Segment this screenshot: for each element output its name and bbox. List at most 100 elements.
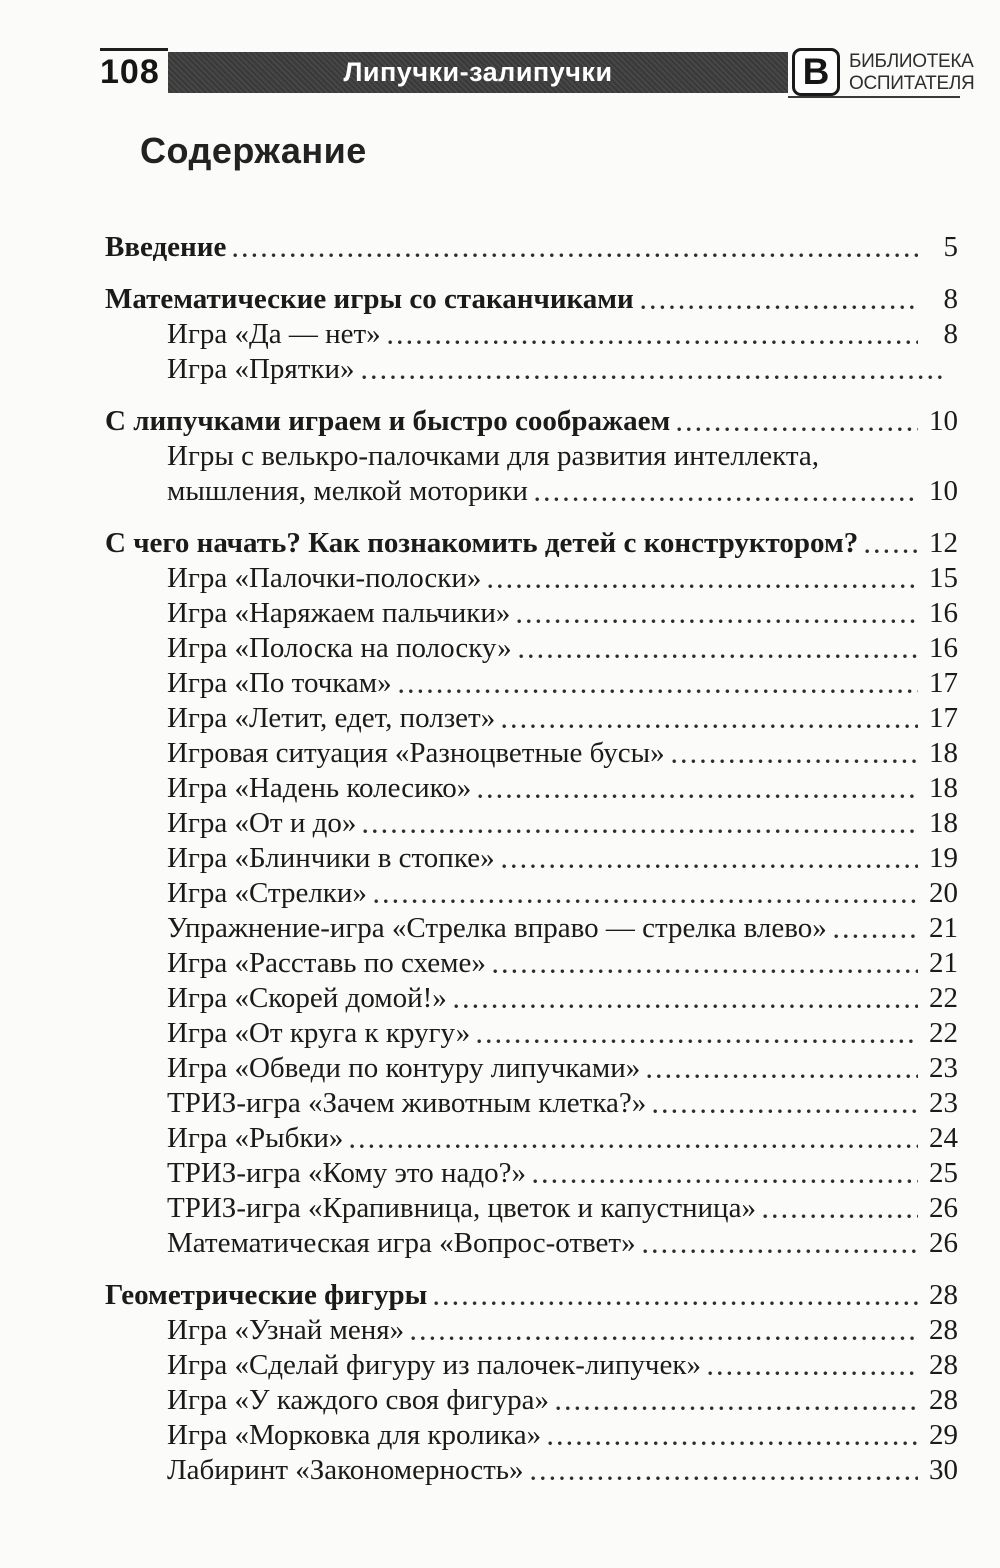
toc-leader-dots (398, 666, 918, 701)
toc-entry-title: ТРИЗ-игра «Кому это надо?» (167, 1157, 526, 1189)
toc-entry-title: Игра «От круга к кругу» (167, 1017, 471, 1049)
toc-row: Игра «Рыбки» 24 (105, 1121, 958, 1156)
logo-underline (788, 96, 960, 98)
toc-page-number: 25 (929, 1157, 958, 1189)
toc-entry-title: Игра «По точкам» (167, 667, 392, 699)
toc-leader-dots (373, 876, 918, 911)
toc-entry-title: Игра «Сделай фигуру из палочек-липучек» (167, 1349, 701, 1381)
toc-page-number: 15 (929, 562, 958, 594)
toc-page-number: 16 (929, 597, 958, 629)
toc-entry-title: Игра «Рыбки» (167, 1122, 344, 1154)
toc-page-number: 10 (929, 405, 958, 437)
toc-leader-dots (762, 1191, 918, 1226)
toc-row: Игра «Летит, едет, ползет» 17 (105, 701, 958, 736)
toc-leader-dots (647, 1051, 918, 1086)
toc-entry-title: Игра «Блинчики в стопке» (167, 842, 495, 874)
toc-row: Игра «Узнай меня» 28 (105, 1313, 958, 1348)
toc-entry-title: Игра «Надень колесико» (167, 772, 472, 804)
toc-row: ТРИЗ-игра «Зачем животным клетка?» 23 (105, 1086, 958, 1121)
toc-leader-dots (478, 771, 918, 806)
toc-leader-dots (411, 1313, 918, 1348)
toc-entry-title: Математическая игра «Вопрос-ответ» (167, 1227, 636, 1259)
toc-page-number: 10 (929, 475, 958, 507)
toc-entry-title: Игра «Узнай меня» (167, 1314, 405, 1346)
toc-entry-title: Игра «Стрелки» (167, 877, 367, 909)
toc-entry-title: Игровая ситуация «Разноцветные бусы» (167, 737, 665, 769)
toc-entry-title: Игра «Палочки-полоски» (167, 562, 482, 594)
page-number-rule (100, 48, 168, 51)
toc-leader-dots (233, 230, 918, 265)
toc-leader-dots (517, 596, 918, 631)
page-number: 108 (100, 53, 160, 91)
toc-entry-title: С чего начать? Как познакомить детей с к… (105, 527, 859, 559)
toc-page-number: 29 (929, 1419, 958, 1451)
toc-leader-dots (677, 404, 918, 439)
toc-page-number: 28 (929, 1314, 958, 1346)
toc-leader-dots (488, 561, 918, 596)
toc-leader-dots (642, 1226, 918, 1261)
toc-row: Игровая ситуация «Разноцветные бусы» 18 (105, 736, 958, 771)
toc-entry-title: мышления, мелкой моторики (167, 475, 528, 507)
toc-row: Игра «Блинчики в стопке» 19 (105, 841, 958, 876)
toc-entry-title: Упражнение-игра «Стрелка вправо — стрелк… (167, 912, 827, 944)
running-head-band: Липучки-залипучки (168, 52, 788, 93)
toc-row: Игра «По точкам» 17 (105, 666, 958, 701)
publisher-logo-letter: В (802, 50, 830, 92)
toc-page-number: 24 (929, 1122, 958, 1154)
toc-leader-dots (477, 1016, 918, 1051)
toc-leader-dots (548, 1418, 918, 1453)
toc-entry-title: Лабиринт «Закономерность» (167, 1454, 524, 1486)
toc-leader-dots (671, 736, 918, 771)
toc-entry-title: Игра «Полоска на полоску» (167, 632, 512, 664)
toc-page-number: 26 (929, 1227, 958, 1259)
toc-page-number: 8 (943, 283, 959, 315)
toc-row: Игра «Сделай фигуру из палочек-липучек» 2… (105, 1348, 958, 1383)
toc-row: Математическая игра «Вопрос-ответ» 26 (105, 1226, 958, 1261)
toc-leader-dots (502, 701, 918, 736)
toc-entry-title: Математические игры со стаканчиками (105, 283, 634, 315)
toc-page-number: 18 (929, 737, 958, 769)
toc-leader-dots (350, 1121, 918, 1156)
toc-page-number: 28 (929, 1349, 958, 1381)
toc-page-number: 22 (929, 1017, 958, 1049)
toc-entry-title: Игры с велькро-палочками для развития ин… (167, 440, 820, 472)
toc-page-number: 26 (929, 1192, 958, 1224)
toc-page-number: 28 (929, 1384, 958, 1416)
toc-row: Игра «Наряжаем пальчики» 16 (105, 596, 958, 631)
toc-row: Игра «Скорей домой!» 22 (105, 981, 958, 1016)
toc-row: Введение 5 (105, 230, 958, 265)
page-header: 108 Липучки-залипучки В БИБЛИОТЕКА ОСПИТ… (0, 0, 1000, 120)
toc-page-number: 22 (929, 982, 958, 1014)
toc-page-number: 21 (929, 912, 958, 944)
toc-leader-dots (707, 1348, 918, 1383)
toc-entry-title: С липучками играем и быстро соображаем (105, 405, 671, 437)
toc-page-number: 16 (929, 632, 958, 664)
toc-row: Игра «Палочки-полоски» 15 (105, 561, 958, 596)
toc-leader-dots (833, 911, 918, 946)
toc-page-number: 28 (929, 1279, 958, 1311)
toc-leader-dots (530, 1453, 918, 1488)
toc-entry-title: ТРИЗ-игра «Зачем животным клетка?» (167, 1087, 647, 1119)
toc-entry-title: Игра «Наряжаем пальчики» (167, 597, 511, 629)
toc-leader-dots (492, 946, 918, 981)
page-title: Содержание (140, 130, 367, 171)
toc-leader-dots (453, 981, 918, 1016)
toc-page-number: 30 (929, 1454, 958, 1486)
publisher-logo-icon: В (792, 48, 840, 96)
toc-entry-title: ТРИЗ-игра «Крапивница, цветок и капустни… (167, 1192, 756, 1224)
toc-entry-title: Игра «От и до» (167, 807, 357, 839)
toc-page-number: 5 (943, 231, 959, 263)
toc-leader-dots (532, 1156, 918, 1191)
toc-row: Игры с велькро-палочками для развития ин… (105, 439, 958, 474)
toc-row: Игра «Да — нет» 8 (105, 317, 958, 352)
toc-row: Лабиринт «Закономерность» 30 (105, 1453, 958, 1488)
table-of-contents: Введение 5 Математические игры со стаканчи… (105, 230, 958, 1488)
toc-page-number: 23 (929, 1052, 958, 1084)
toc-page-number: 21 (929, 947, 958, 979)
toc-leader-dots (361, 352, 946, 387)
publisher-logo-text: БИБЛИОТЕКА ОСПИТАТЕЛЯ (849, 51, 975, 94)
toc-row: Игра «От круга к кругу» 22 (105, 1016, 958, 1051)
toc-leader-dots (640, 282, 918, 317)
toc-entry-title: Игра «Скорей домой!» (167, 982, 447, 1014)
toc-row: Игра «Расставь по схеме» 21 (105, 946, 958, 981)
